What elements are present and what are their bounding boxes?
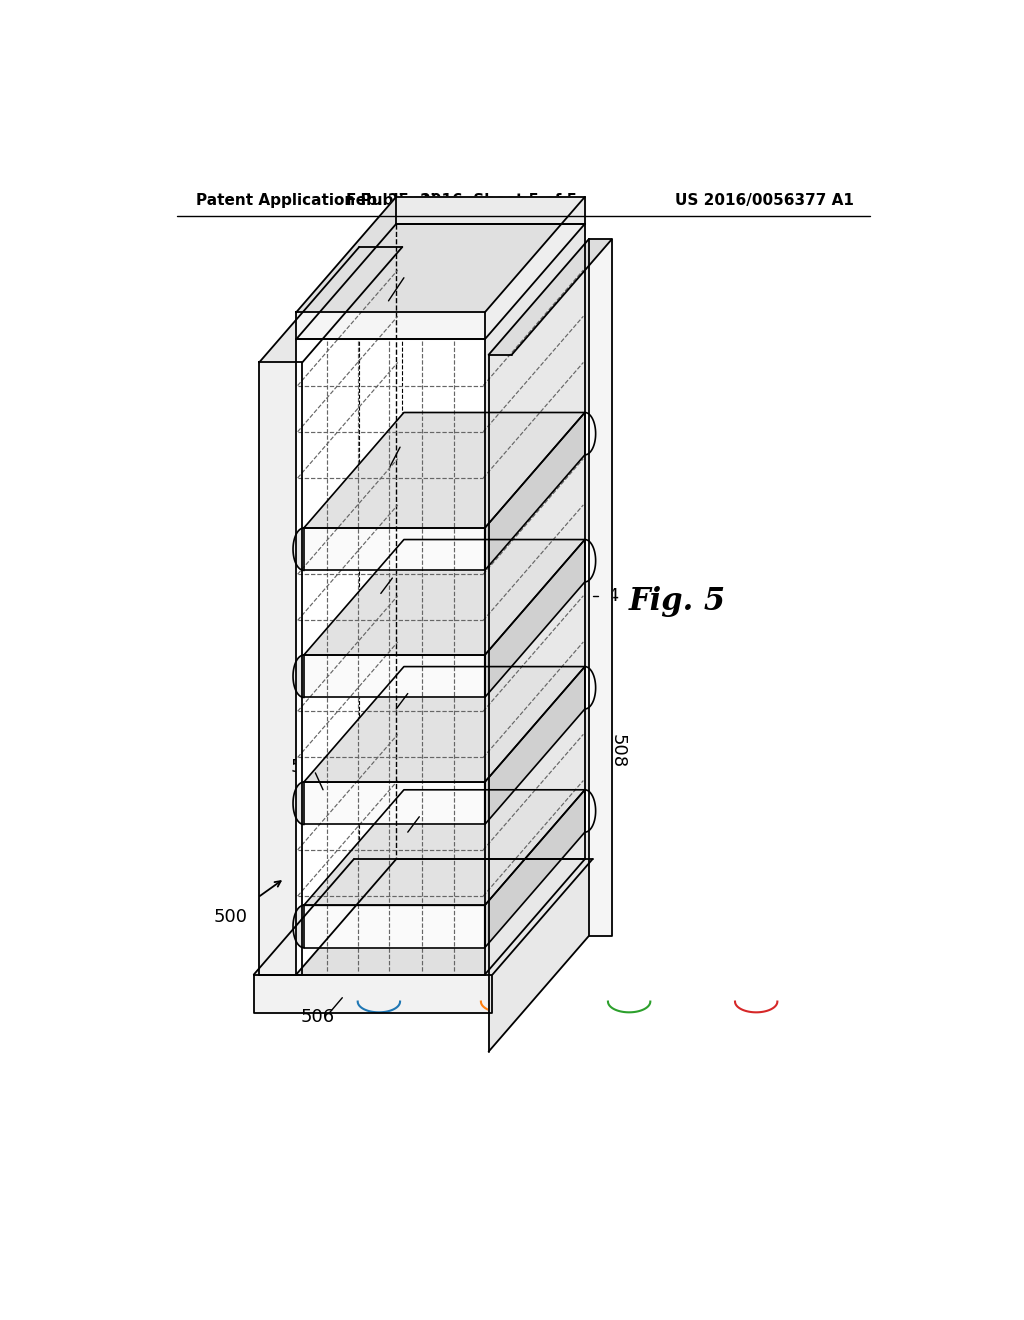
Polygon shape [293, 528, 304, 570]
Polygon shape [484, 789, 585, 948]
Polygon shape [585, 667, 596, 709]
Polygon shape [304, 906, 484, 948]
Text: 510: 510 [396, 263, 430, 281]
Text: 506: 506 [301, 1008, 335, 1026]
Polygon shape [254, 974, 493, 1014]
Polygon shape [304, 528, 484, 570]
Text: 500: 500 [214, 908, 248, 925]
Polygon shape [304, 655, 484, 697]
Polygon shape [254, 859, 593, 974]
Text: US 2016/0056377 A1: US 2016/0056377 A1 [676, 193, 854, 209]
Polygon shape [259, 247, 402, 363]
Text: Patent Application Publication: Patent Application Publication [196, 193, 457, 209]
Polygon shape [484, 667, 585, 825]
Polygon shape [296, 197, 585, 313]
Polygon shape [585, 540, 596, 582]
Polygon shape [293, 906, 304, 948]
Text: 512: 512 [412, 803, 446, 820]
Text: 518: 518 [393, 433, 427, 450]
Text: 516: 516 [383, 564, 417, 582]
Text: 504: 504 [586, 587, 620, 605]
Polygon shape [484, 540, 585, 697]
Polygon shape [484, 224, 585, 974]
Polygon shape [488, 239, 611, 355]
Polygon shape [259, 363, 302, 974]
Polygon shape [296, 313, 484, 339]
Polygon shape [304, 540, 585, 655]
Polygon shape [396, 197, 585, 224]
Text: Feb. 25, 2016  Sheet 5 of 5: Feb. 25, 2016 Sheet 5 of 5 [346, 193, 578, 209]
Polygon shape [585, 412, 596, 455]
Text: 502: 502 [291, 758, 325, 776]
Polygon shape [484, 412, 585, 570]
Text: 508: 508 [608, 734, 627, 768]
Polygon shape [488, 239, 589, 1052]
Polygon shape [296, 224, 585, 339]
Text: 514: 514 [399, 680, 434, 697]
Polygon shape [296, 339, 484, 974]
Polygon shape [296, 859, 585, 974]
Polygon shape [293, 781, 304, 825]
Polygon shape [302, 247, 402, 974]
Polygon shape [304, 781, 484, 825]
Polygon shape [589, 239, 611, 936]
Polygon shape [304, 789, 585, 906]
Polygon shape [304, 667, 585, 781]
Text: Fig. 5: Fig. 5 [629, 586, 726, 616]
Polygon shape [293, 655, 304, 697]
Polygon shape [585, 789, 596, 832]
Polygon shape [304, 412, 585, 528]
